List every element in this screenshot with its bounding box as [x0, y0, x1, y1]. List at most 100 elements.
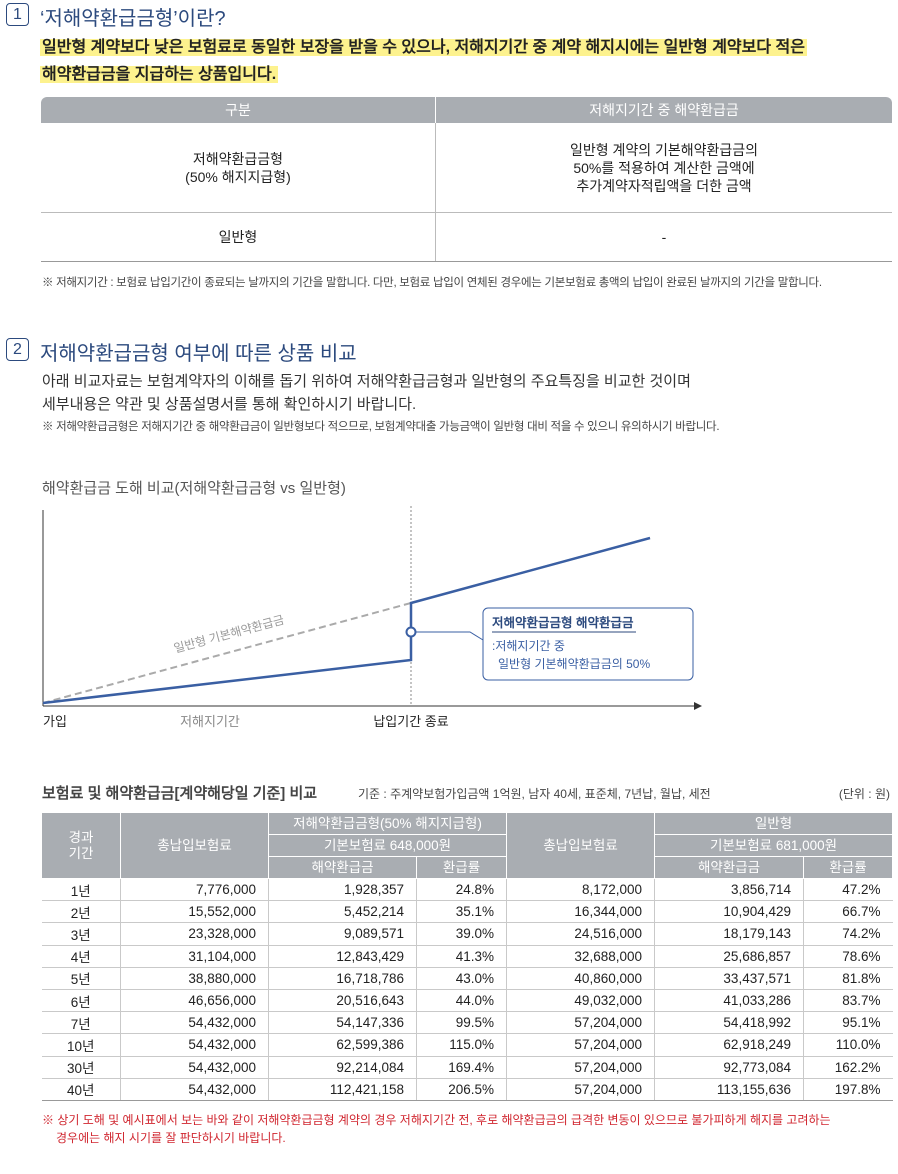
- intro: 아래 비교자료는 보험계약자의 이해를 돕기 위하여 저해약환급금형과 일반형의…: [42, 373, 691, 390]
- cell-line: 일반형: [218, 229, 258, 245]
- header-cell: 일반형: [653, 812, 894, 835]
- table-cell: 57,204,000: [506, 1033, 655, 1057]
- table-cell: 92,214,084: [268, 1056, 417, 1079]
- table-cell: 7년: [41, 1011, 121, 1035]
- basis: 기준 : 주계약보험가입금액 1억원, 남자 40세, 표준체, 7년납, 월납…: [358, 787, 711, 801]
- warning: 경우에는 해지 시기를 잘 판단하시기 바랍니다.: [56, 1131, 286, 1145]
- table-cell: 46,656,000: [120, 989, 269, 1013]
- header-cell: 환급률: [802, 856, 894, 879]
- cell-line: 50%를 적용하여 계산한 금액에: [573, 159, 755, 176]
- table-cell: -: [436, 213, 892, 261]
- unit: (단위 : 원): [838, 787, 890, 801]
- table-cell: 6년: [41, 989, 121, 1013]
- table-row: 30년 54,432,000 92,214,084 169.4% 57,204,000 9…: [41, 1056, 893, 1079]
- table-cell: 8,172,000: [506, 878, 655, 902]
- note: ※ 저해약환급금형은 저해지기간 중 해약환급금이 일반형보다 적으므로, 보험…: [42, 421, 720, 433]
- header-cell: 저해약환급금형(50% 해지지급형): [268, 812, 507, 835]
- callout-line: 일반형 기본해약환급금의 50%: [498, 656, 650, 671]
- table-cell: 23,328,000: [120, 922, 269, 946]
- table-cell: 16,718,786: [268, 967, 417, 990]
- table-cell: 9,089,571: [268, 922, 417, 946]
- table-cell: 99.5%: [416, 1011, 507, 1035]
- table-row: 10년 54,432,000 62,599,386 115.0% 57,204,000 6…: [41, 1033, 893, 1057]
- table-cell: 3년: [41, 922, 121, 946]
- table-cell: 41.3%: [416, 945, 507, 968]
- table-cell: 54,418,992: [654, 1011, 804, 1035]
- table-cell: 54,432,000: [120, 1033, 269, 1057]
- table-header: 저해지기간 중 해약환급금: [436, 97, 892, 123]
- arrow: [694, 702, 702, 710]
- table-cell: 33,437,571: [654, 967, 804, 990]
- table-cell: 112,421,158: [268, 1078, 417, 1101]
- note: ※ 저해지기간 : 보험료 납입기간이 종료되는 날까지의 기간을 말합니다. …: [42, 277, 822, 289]
- highlight-line: 일반형 계약보다 낮은 보험료로 동일한 보장을 받을 수 있으나, 저해지기간…: [40, 39, 807, 56]
- table-cell: 115.0%: [416, 1033, 507, 1057]
- table-cell: 95.1%: [802, 1011, 893, 1035]
- header-cell: 기본보험료 648,000원: [268, 834, 507, 857]
- x-label: 납입기간 종료: [373, 714, 448, 729]
- cell-line: 일반형 계약의 기본해약환급금의: [569, 141, 759, 158]
- table-cell: 1년: [41, 878, 121, 902]
- table-cell: 20,516,643: [268, 989, 417, 1013]
- table-cell: 57,204,000: [506, 1056, 655, 1079]
- callout-title: 저해약환급금형 해약환급금: [492, 615, 634, 630]
- header-line: 기간: [68, 845, 94, 861]
- highlight: 일반형 계약보다 낮은 보험료로 동일한 보장을 받을 수 있으나, 저해지기간…: [40, 33, 807, 57]
- table-cell: 24,516,000: [506, 922, 655, 946]
- table-cell: 47.2%: [802, 878, 893, 902]
- table-cell: 110.0%: [802, 1033, 893, 1057]
- x-label: 저해지기간: [180, 714, 240, 729]
- table-cell: 197.8%: [802, 1078, 893, 1101]
- table-cell: 38,880,000: [120, 967, 269, 990]
- intro: 세부내용은 약관 및 상품설명서를 통해 확인하시기 바랍니다.: [42, 396, 417, 413]
- table-cell: 92,773,084: [654, 1056, 804, 1079]
- cell-line: 저해약환급금형: [192, 150, 284, 167]
- diagram: 저해약환급금형 해약환급금 :저해지기간 중 일반형 기본해약환급금의 50% …: [42, 506, 702, 729]
- table-cell: 40,860,000: [506, 967, 655, 990]
- table-cell: 일반형 계약의 기본해약환급금의 50%를 적용하여 계산한 금액에 추가계약자적립…: [436, 123, 892, 212]
- table-cell: 7,776,000: [120, 878, 269, 902]
- table-row: 3년 23,328,000 9,089,571 39.0% 24,516,000 18,1…: [41, 922, 893, 946]
- header-line: 경과: [68, 829, 94, 845]
- table-cell: 57,204,000: [506, 1011, 655, 1035]
- warning: ※ 상기 도해 및 예시표에서 보는 바와 같이 저해약환급금형 계약의 경우 …: [42, 1113, 831, 1127]
- table-row: 1년 7,776,000 1,928,357 24.8% 8,172,000 3,856,…: [41, 878, 893, 902]
- table-cell: 24.8%: [416, 878, 507, 902]
- table-cell: 2년: [41, 900, 121, 924]
- table-cell: 54,147,336: [268, 1011, 417, 1035]
- table-cell: 39.0%: [416, 922, 507, 946]
- table-cell: 74.2%: [802, 922, 893, 946]
- callout: [482, 607, 694, 681]
- table-cell: 12,843,429: [268, 945, 417, 968]
- table-cell: 30년: [41, 1056, 121, 1079]
- table-row: 4년 31,104,000 12,843,429 41.3% 32,688,000 25,…: [41, 945, 893, 968]
- header-cell: 총납입보험료: [120, 812, 269, 879]
- marker: [405, 626, 417, 638]
- table-cell: 16,344,000: [506, 900, 655, 924]
- table-cell: 일반형: [41, 213, 435, 261]
- highlight-line: 해약환급금을 지급하는 상품입니다.: [40, 66, 279, 83]
- connector: [416, 631, 484, 641]
- table-cell: 62,599,386: [268, 1033, 417, 1057]
- table-cell: 4년: [41, 945, 121, 968]
- header-cell: 총납입보험료: [506, 812, 655, 879]
- table-cell: 15,552,000: [120, 900, 269, 924]
- table-cell: 18,179,143: [654, 922, 804, 946]
- header-cell: 기본보험료 681,000원: [653, 834, 894, 857]
- section-title: ‘저해약환급금형’이란?: [40, 8, 226, 30]
- header-cell: 해약환급금: [268, 856, 417, 879]
- table-cell: 25,686,857: [654, 945, 804, 968]
- table-cell: 44.0%: [416, 989, 507, 1013]
- table-cell: 66.7%: [802, 900, 893, 924]
- table-cell: 62,918,249: [654, 1033, 804, 1057]
- table-title: 보험료 및 해약환급금[계약해당일 기준] 비교: [42, 785, 318, 802]
- cell-line: -: [661, 229, 667, 245]
- diagram-title: 해약환급금 도해 비교(저해약환급금형 vs 일반형): [42, 480, 346, 497]
- general-line: [42, 537, 651, 704]
- table-cell: 32,688,000: [506, 945, 655, 968]
- callout-line: :저해지기간 중: [492, 639, 565, 653]
- cell-line: 추가계약자적립액을 더한 금액: [576, 177, 752, 194]
- table-row: 2년 15,552,000 5,452,214 35.1% 16,344,000 10,9…: [41, 900, 893, 924]
- table-cell: 54,432,000: [120, 1078, 269, 1101]
- divider: [41, 212, 892, 213]
